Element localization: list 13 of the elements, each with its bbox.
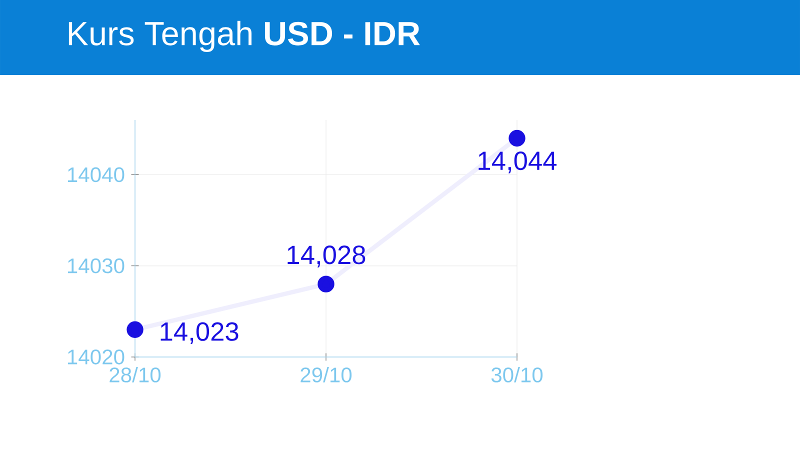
data-label: 14,028 <box>288 246 366 268</box>
data-label: 14,044 <box>478 151 557 174</box>
y-tick-label: 14020 <box>68 350 124 364</box>
point <box>126 321 144 338</box>
y-tick-label: 14040 <box>68 167 124 182</box>
data-label: 14,023 <box>160 322 238 344</box>
x-tick-label: 30/10 <box>491 366 543 382</box>
x-tick-label: 29/10 <box>300 366 352 382</box>
y-tick-label: 14030 <box>68 258 124 274</box>
point <box>318 276 334 292</box>
x-tick-label: 28/10 <box>110 366 161 382</box>
point <box>508 130 526 147</box>
chart-title: Kurs Tengah USD - IDR <box>68 20 420 52</box>
